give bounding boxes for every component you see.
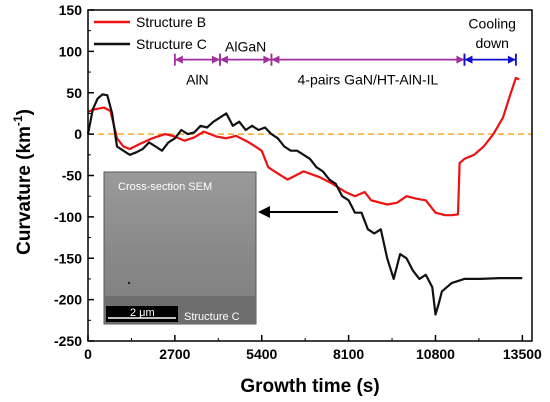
x-tick-label: 10800 (416, 346, 455, 362)
y-tick-label: -50 (62, 168, 82, 184)
cooling-arrow-head-left (464, 55, 473, 64)
series-line-structure-c (86, 93, 523, 316)
ticks-layer: 0 2700 5400 8100 10800 13500 150 100 50 0 -50 -100 -… (54, 2, 542, 362)
x-tick-label: 0 (84, 346, 92, 362)
sem-inset-caption: Structure C (184, 311, 240, 323)
y-axis-title-main: Curvature (km (14, 126, 35, 255)
series-line-structure-b (87, 76, 520, 217)
series-layer (86, 76, 523, 316)
annotation-layer: AlN AlGaN 4-pairs GaN/HT-AlN-IL Cooling down (173, 16, 517, 87)
legend: Structure B Structure C (94, 14, 207, 52)
stage-arrow-aln-head-left (174, 55, 183, 64)
y-tick-label: 0 (74, 126, 82, 142)
stage-arrow-4-pairs-gan-ht-aln-il-head-left (271, 55, 280, 64)
y-tick-label: -250 (54, 333, 82, 349)
x-tick-label: 8100 (333, 346, 364, 362)
cooling-label-line1: Cooling (468, 16, 515, 32)
y-axis-title-close: ) (14, 109, 35, 115)
cooling-label-line2: down (475, 35, 508, 51)
legend-label-structure-c: Structure C (136, 36, 207, 52)
y-tick-label: 50 (66, 85, 82, 101)
sem-inset: Cross-section SEM 2 μm Structure C (103, 171, 257, 325)
stage-arrow-algan-head-right (263, 55, 272, 64)
legend-label-structure-b: Structure B (136, 14, 206, 30)
y-tick-label: -200 (54, 292, 82, 308)
y-tick-label: -150 (54, 250, 82, 266)
y-tick-label: -100 (54, 209, 82, 225)
stage-arrow-aln-head-right (211, 55, 220, 64)
y-tick-label: 150 (59, 2, 83, 18)
stage-label-4-pairs-gan-ht-aln-il: 4-pairs GaN/HT-AlN-IL (298, 71, 439, 87)
stage-arrow-algan-head-left (219, 55, 228, 64)
x-tick-label: 13500 (503, 346, 542, 362)
cooling-arrow-head-right (507, 55, 516, 64)
sem-scale-bar-label: 2 μm (130, 307, 155, 319)
sem-inset-particle (127, 281, 131, 285)
inset-pointer-arrowhead (258, 206, 270, 218)
y-tick-label: 100 (59, 43, 83, 59)
x-tick-label: 2700 (159, 346, 190, 362)
x-tick-label: 5400 (246, 346, 277, 362)
y-axis-title-exponent: -1 (11, 115, 25, 126)
stage-label-aln: AlN (186, 71, 209, 87)
y-axis-title: Curvature (km-1) (11, 109, 35, 255)
stage-arrow-4-pairs-gan-ht-aln-il-head-right (456, 55, 465, 64)
x-axis-title: Growth time (s) (240, 376, 379, 397)
stage-label-algan: AlGaN (225, 39, 266, 55)
sem-inset-title: Cross-section SEM (118, 181, 212, 193)
